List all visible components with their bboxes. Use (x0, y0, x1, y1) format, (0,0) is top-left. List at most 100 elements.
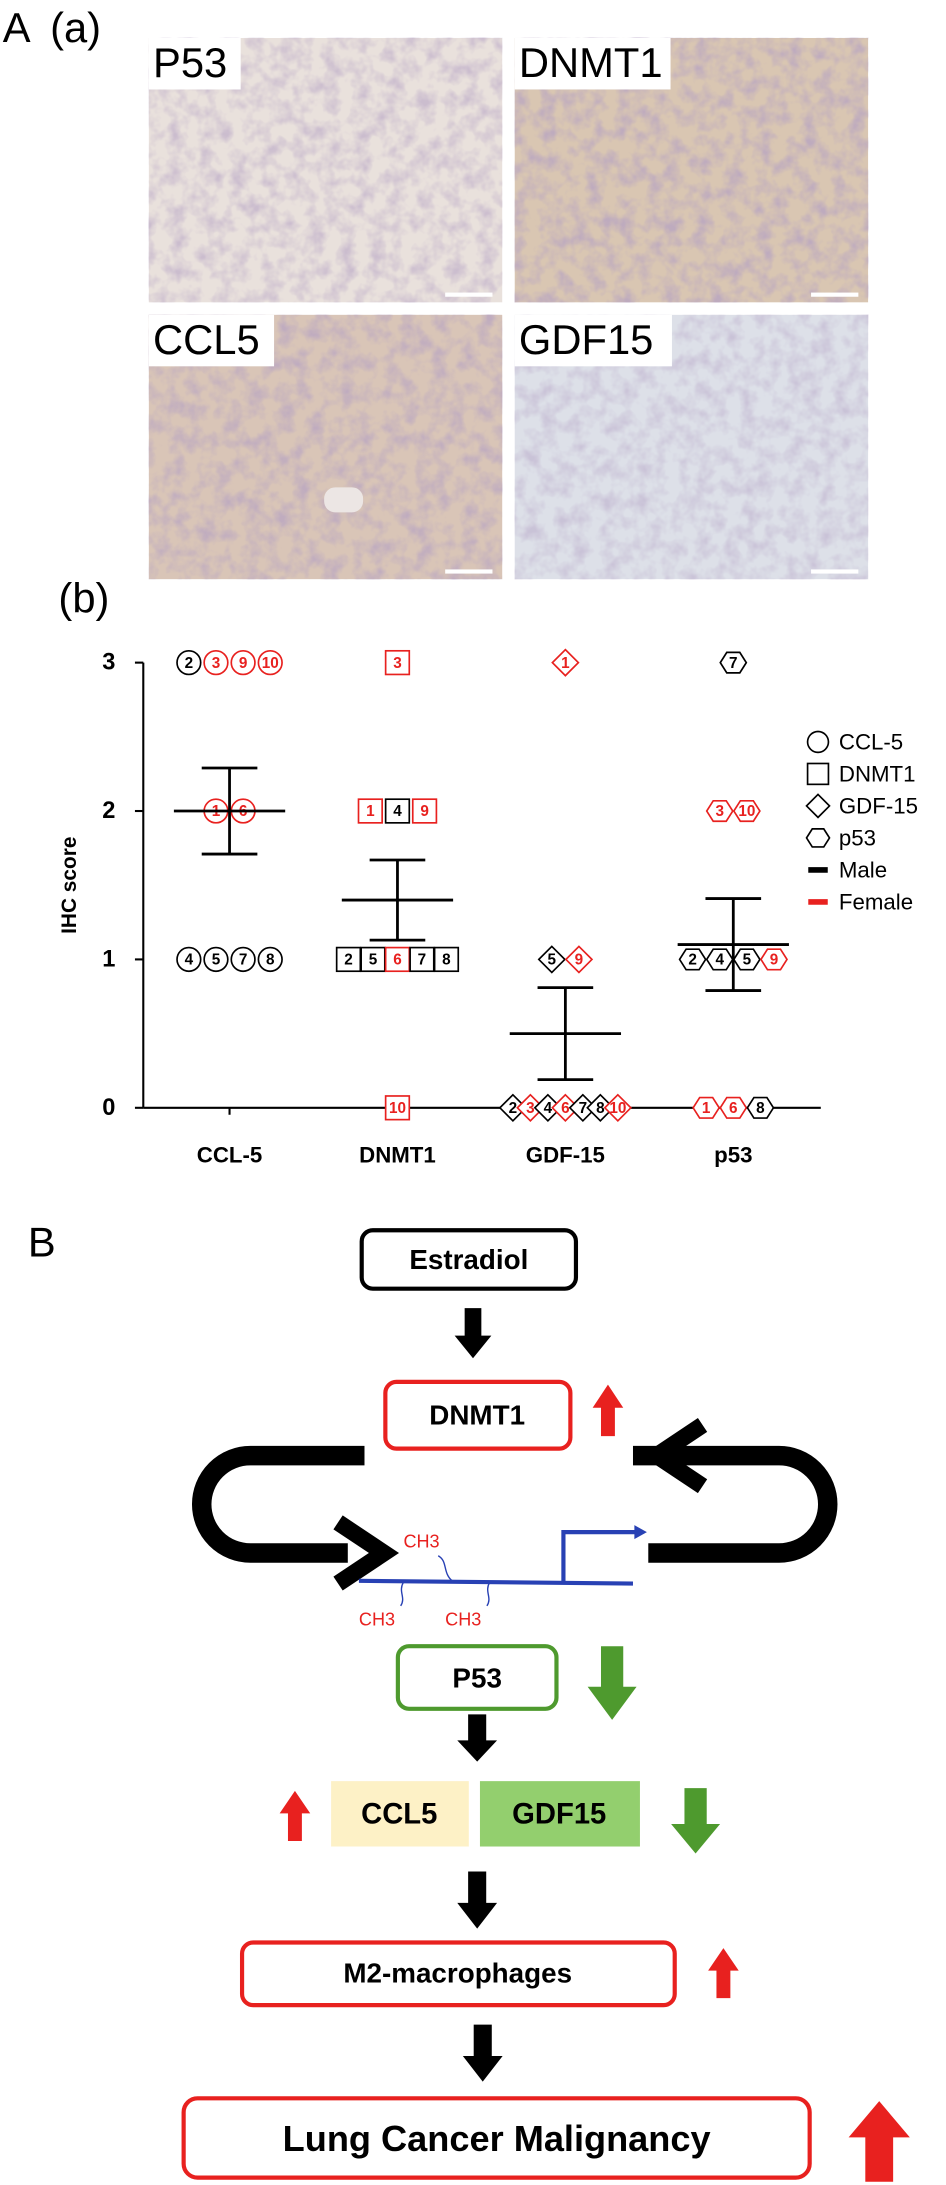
data-point (230, 946, 256, 973)
promoter-arrow (561, 1530, 638, 1583)
point-label: 3 (393, 655, 402, 672)
node-box (331, 1781, 469, 1847)
micrograph: GDF15 (514, 314, 869, 580)
data-point (551, 648, 580, 677)
data-point (176, 649, 202, 676)
data-point (257, 946, 283, 973)
data-point (409, 946, 435, 973)
point-label: 5 (548, 952, 557, 969)
point-label: 5 (369, 952, 378, 969)
point-label: 1 (702, 1100, 711, 1117)
x-tick-label: DNMT1 (359, 1143, 436, 1168)
data-point (537, 945, 566, 974)
arrow-head (333, 1515, 400, 1591)
node-label: GDF15 (512, 1799, 606, 1831)
y-tick-label: 0 (102, 1095, 115, 1121)
data-point (203, 649, 229, 676)
x-tick-label: GDF-15 (526, 1143, 605, 1168)
block-arrow (457, 1871, 498, 1929)
point-label: 10 (609, 1100, 626, 1117)
legend-label: Male (839, 857, 887, 882)
point-label: 8 (266, 952, 275, 969)
block-arrow (457, 1714, 498, 1762)
block-arrow (848, 2101, 910, 2182)
legend-symbol (806, 762, 830, 786)
point-label: 8 (442, 952, 451, 969)
point-label: 2 (185, 655, 194, 672)
block-arrow (587, 1646, 637, 1720)
point-label: 4 (715, 952, 724, 969)
point-label: 4 (185, 952, 194, 969)
panel-label: A (3, 4, 31, 51)
node-box (479, 1781, 640, 1847)
methyl-label: CH3 (445, 1609, 481, 1629)
y-tick-label: 2 (102, 798, 115, 824)
point-label: 7 (239, 952, 248, 969)
point-label: 1 (561, 655, 570, 672)
y-tick-label: 1 (102, 946, 115, 972)
methyl-link (400, 1581, 405, 1607)
data-point (719, 1096, 748, 1119)
point-label: 3 (212, 655, 221, 672)
node-box (181, 2096, 812, 2180)
panel-label: (b) (58, 575, 109, 622)
point-label: 8 (756, 1100, 765, 1117)
data-point (719, 651, 748, 674)
pathway-diagram: Estradiol DNMT1 CH3 CH3 CH3 P53 CCL5 GDF… (181, 1228, 910, 2182)
arrow-head (641, 1418, 708, 1494)
arrow-head (634, 1525, 647, 1540)
point-label: 4 (393, 803, 402, 820)
data-point (411, 798, 438, 824)
node-label: DNMT1 (429, 1400, 525, 1431)
data-point (759, 948, 788, 971)
micrograph: DNMT1 (514, 37, 869, 303)
data-point (732, 799, 761, 823)
point-label: 9 (420, 803, 429, 820)
point-label: 2 (344, 952, 353, 969)
node-label: M2-macrophages (343, 1958, 572, 1989)
panel-label: B (28, 1219, 56, 1266)
x-tick-label: CCL-5 (197, 1143, 263, 1168)
micrograph-label: P53 (153, 39, 227, 86)
micrograph: CCL5 (148, 314, 503, 580)
data-point (357, 798, 383, 824)
methyl-label: CH3 (359, 1609, 395, 1629)
feedback-loop (192, 1445, 365, 1563)
point-label: 5 (743, 952, 752, 969)
x-tick-label: p53 (714, 1143, 752, 1168)
data-point (433, 946, 460, 973)
point-label: 6 (393, 952, 402, 969)
data-point (705, 799, 734, 823)
point-label: 5 (212, 952, 221, 969)
panel-label: (a) (50, 4, 101, 51)
node-label: Estradiol (409, 1244, 528, 1275)
legend-label: Female (839, 889, 913, 914)
micrograph-label: CCL5 (153, 316, 260, 363)
data-point (176, 946, 202, 973)
point-label: 2 (509, 1100, 518, 1117)
data-point (746, 1096, 775, 1119)
data-point (603, 1093, 633, 1122)
point-label: 1 (366, 803, 375, 820)
point-label: 10 (738, 803, 755, 820)
data-point (384, 649, 411, 676)
data-point (360, 946, 386, 973)
node-box (359, 1228, 579, 1291)
y-tick-label: 3 (102, 650, 115, 676)
point-label: 7 (418, 952, 427, 969)
point-label: 3 (715, 803, 724, 820)
block-arrow (462, 2024, 503, 2082)
methyl-label: CH3 (403, 1531, 439, 1551)
block-arrow (454, 1308, 492, 1359)
legend-symbol (805, 793, 831, 819)
methyl-link (437, 1555, 453, 1582)
node-box (383, 1379, 573, 1451)
point-label: 9 (239, 655, 248, 672)
point-label: 9 (575, 952, 584, 969)
data-point (692, 1096, 721, 1119)
data-point (335, 946, 362, 973)
point-label: 3 (526, 1100, 535, 1117)
micrograph-label: GDF15 (519, 316, 653, 363)
